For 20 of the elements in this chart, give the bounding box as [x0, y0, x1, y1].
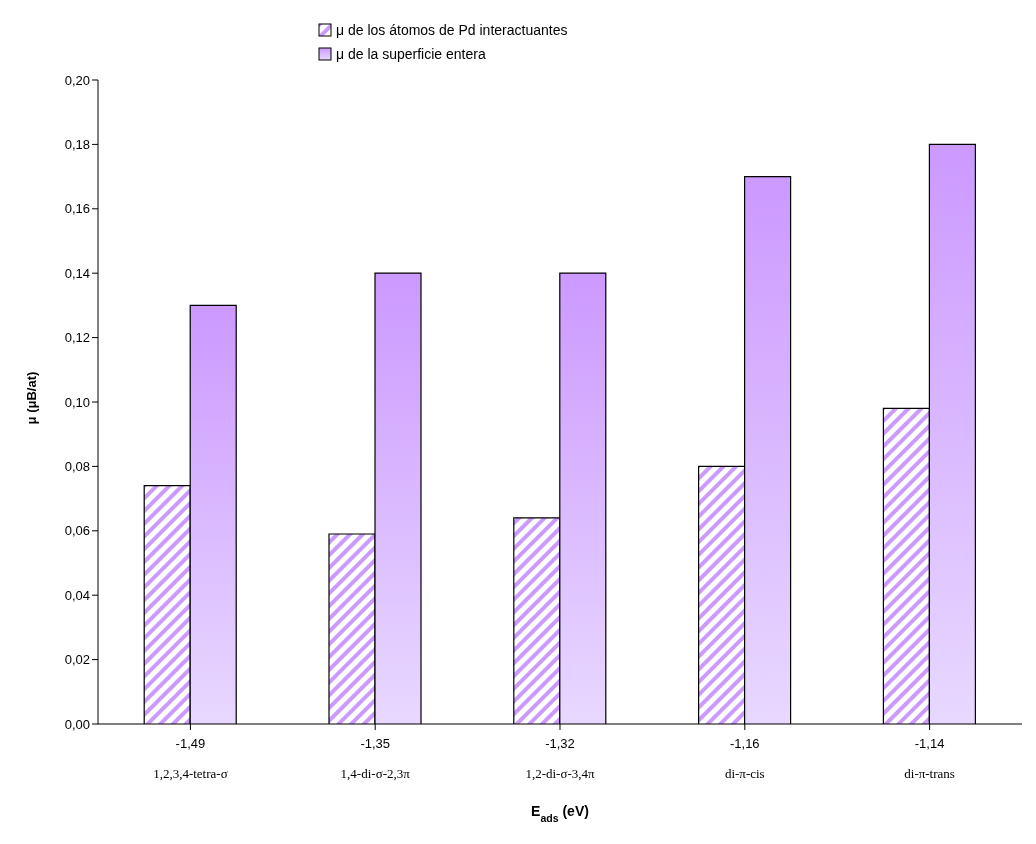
- y-tick-label: 0,10: [64, 394, 90, 410]
- y-axis-title: μ (μB/at): [24, 371, 39, 425]
- y-tick-label: 0,02: [64, 652, 90, 668]
- x-tick-label: -1,32 1,2-di-σ-3,4π: [525, 736, 596, 781]
- y-tick-label: 0,20: [64, 72, 90, 88]
- x-tick-label: -1,16 di-π-cis: [724, 736, 765, 781]
- y-tick-label: 0,12: [64, 330, 90, 346]
- x-tick-label: -1,14 di-π-trans: [904, 736, 955, 781]
- x-tick-label: -1,35 1,4-di-σ-2,3π: [340, 736, 411, 781]
- x-axis-title: E$_{ads}$ (eV): [531, 803, 589, 824]
- y-tick-label: 0,08: [64, 459, 90, 475]
- y-tick-label: 0,18: [64, 137, 90, 153]
- y-tick-label: 0,16: [64, 201, 90, 217]
- y-tick-label: 0,14: [64, 265, 90, 281]
- legend-label: μ de la superficie entera: [336, 46, 486, 62]
- legend-label: μ de los átomos de Pd interactuantes: [336, 22, 568, 38]
- x-tick-label: -1,49 1,2,3,4-tetra-σ: [153, 736, 228, 781]
- y-tick-label: 0,06: [64, 523, 90, 539]
- y-tick-label: 0,04: [64, 587, 90, 603]
- y-tick-label: 0,00: [64, 716, 90, 732]
